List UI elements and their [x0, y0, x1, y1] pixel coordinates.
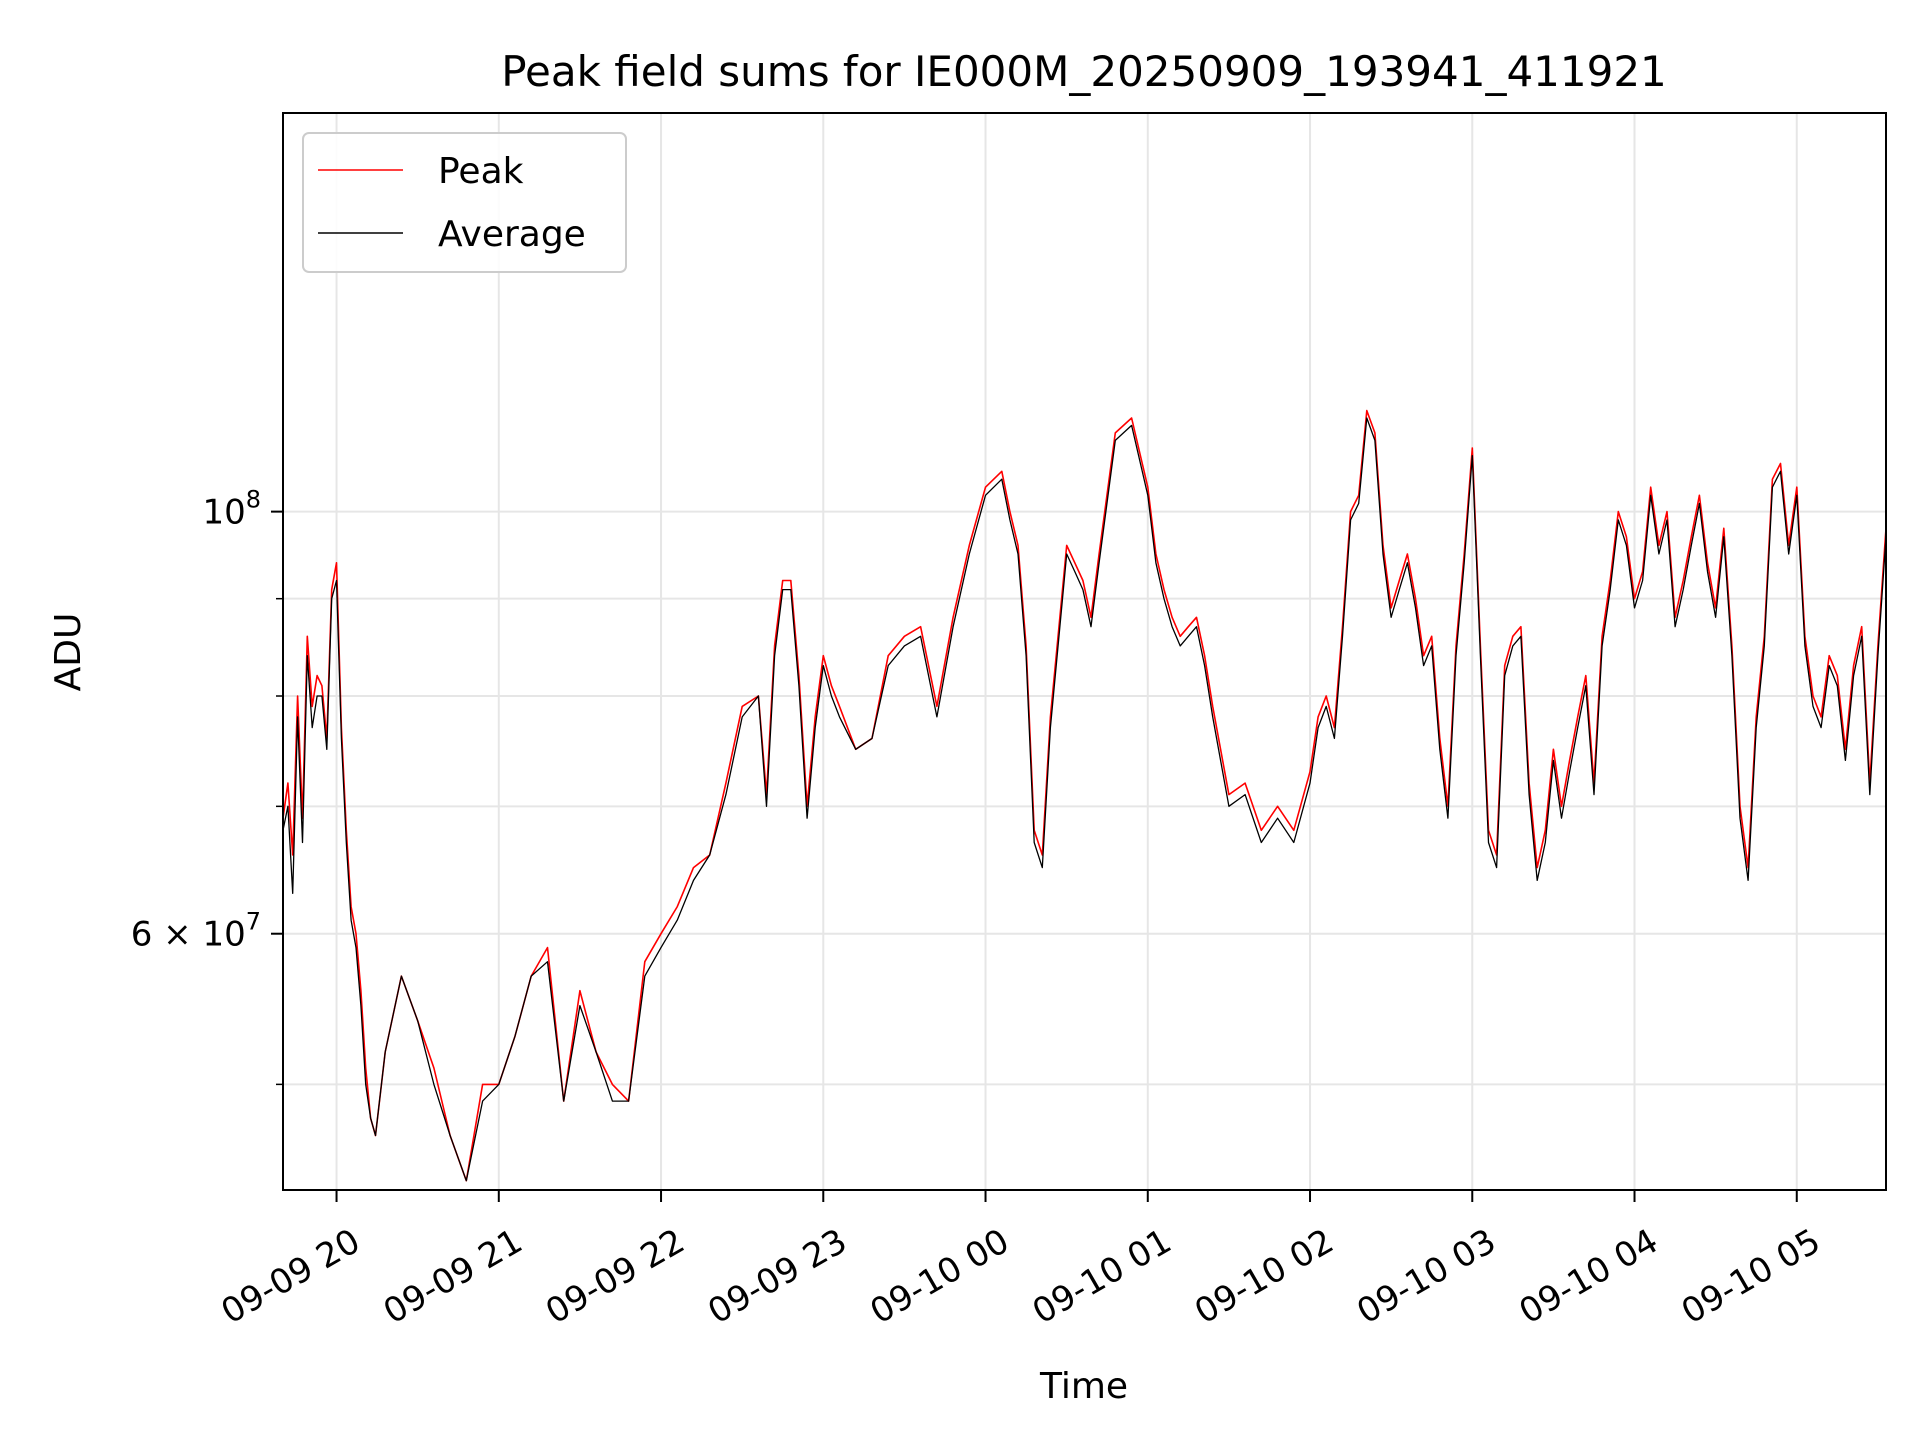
- legend-average-label: Average: [438, 214, 586, 255]
- plot-frame: [282, 112, 1887, 1191]
- average-series-line: [283, 417, 1886, 1182]
- chart-title: Peak field sums for IE000M_20250909_1939…: [501, 47, 1667, 96]
- y-tick-label: 108: [202, 486, 261, 533]
- legend-peak-label: Peak: [438, 151, 524, 192]
- y-axis-title: ADU: [48, 613, 89, 692]
- legend-box: [302, 132, 627, 273]
- x-axis-title: Time: [1039, 1366, 1128, 1407]
- legend: Peak Average: [302, 132, 627, 273]
- series-layer: [283, 409, 1886, 1182]
- grid-layer: [283, 113, 1886, 1190]
- y-tick-label: 6 × 107: [131, 908, 261, 955]
